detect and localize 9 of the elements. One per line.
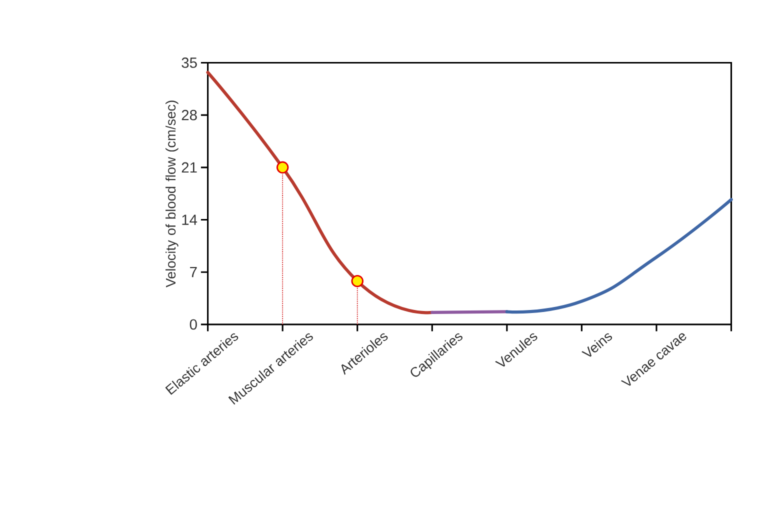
y-tick-label: 0 [190, 319, 197, 330]
y-tick-label: 21 [182, 162, 197, 172]
y-axis-title: Velocity of blood flow (cm/sec) [166, 100, 178, 288]
line-series [206, 70, 434, 314]
y-tick-label: 35 [182, 57, 197, 68]
y-tick-label: 7 [190, 266, 197, 277]
y-tick-label: 28 [182, 110, 197, 120]
line-series [505, 198, 733, 314]
y-tick-label: 14 [182, 214, 198, 225]
